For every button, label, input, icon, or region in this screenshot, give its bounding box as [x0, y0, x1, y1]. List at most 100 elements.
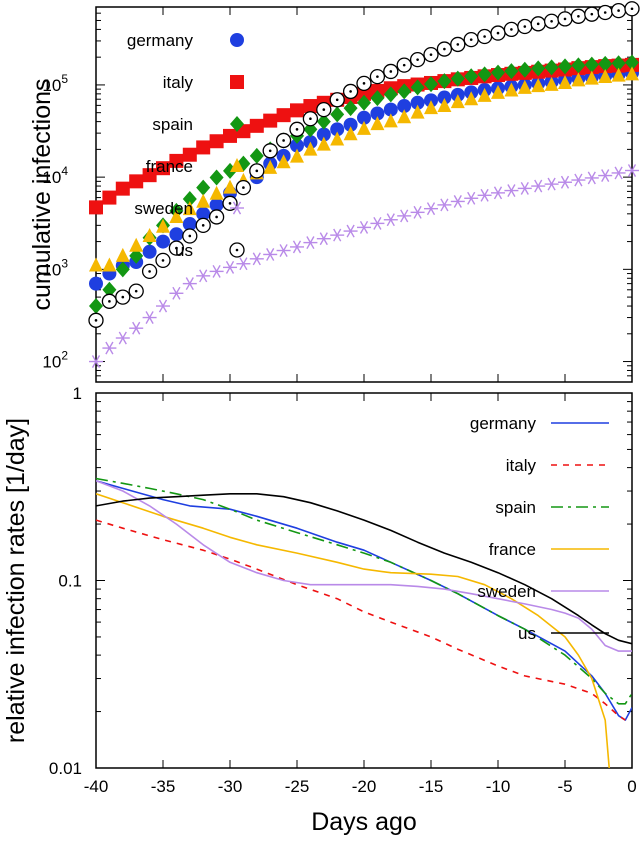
y-axis-label: cumulative infections — [28, 78, 56, 310]
point-spain — [464, 68, 479, 85]
point-sweden — [102, 341, 117, 355]
point-spain — [115, 261, 130, 278]
point-france — [263, 159, 278, 174]
y-tick-label: 1 — [73, 384, 82, 403]
point-us — [396, 57, 412, 73]
point-spain — [249, 147, 264, 164]
point-us — [155, 252, 171, 269]
point-us — [262, 143, 278, 159]
point-france — [102, 257, 117, 272]
point-us — [503, 21, 520, 38]
data-lines — [96, 477, 632, 768]
point-germany — [437, 90, 452, 105]
legend-marker-sweden — [230, 201, 244, 215]
point-us — [101, 293, 118, 309]
point-us — [289, 121, 305, 137]
point-italy — [142, 168, 157, 183]
point-sweden — [424, 202, 438, 216]
point-france — [558, 74, 572, 89]
point-us — [88, 312, 104, 328]
legend-marker-italy — [230, 75, 244, 89]
point-us — [436, 41, 453, 57]
point-france — [316, 136, 331, 151]
point-france — [89, 257, 103, 272]
point-germany — [290, 138, 304, 153]
point-italy — [263, 113, 278, 128]
point-spain — [531, 60, 546, 77]
point-sweden — [330, 228, 345, 242]
point-sweden — [182, 277, 197, 291]
legend-marker-us — [229, 242, 245, 258]
x-tick-label: -30 — [218, 777, 243, 796]
series-us — [88, 1, 640, 328]
point-spain — [424, 76, 438, 93]
point-spain — [182, 190, 197, 207]
line-france — [96, 493, 610, 768]
point-us — [128, 283, 144, 299]
point-italy — [196, 140, 211, 155]
y-tick-exp: 4 — [61, 164, 68, 178]
point-france — [330, 131, 345, 146]
point-us — [584, 6, 600, 22]
point-sweden — [437, 198, 452, 212]
point-italy — [303, 99, 318, 114]
point-spain — [343, 100, 358, 117]
point-france — [491, 84, 505, 99]
point-germany — [182, 217, 197, 232]
legend: germany italy spain france sweden us — [470, 414, 609, 643]
point-sweden — [370, 216, 385, 230]
point-france — [531, 78, 546, 93]
legend-label-spain: spain — [495, 498, 536, 517]
data-points — [88, 1, 640, 368]
point-sweden — [343, 224, 358, 238]
point-sweden — [249, 252, 264, 266]
point-italy — [182, 147, 197, 162]
point-france — [544, 76, 559, 91]
point-spain — [89, 298, 103, 315]
y-tick-base: 10 — [42, 76, 61, 95]
point-us — [222, 195, 238, 211]
y-tick-exp: 3 — [61, 256, 68, 270]
point-france — [611, 67, 626, 82]
point-us — [463, 31, 479, 48]
point-italy — [209, 134, 224, 149]
point-spain — [571, 57, 586, 74]
point-germany — [357, 110, 371, 125]
point-italy — [156, 161, 170, 176]
plot-frame — [95, 392, 633, 769]
point-italy — [169, 153, 184, 168]
point-sweden — [236, 257, 251, 271]
point-france — [182, 201, 197, 216]
point-sweden — [209, 264, 224, 278]
legend-label-germany: germany — [127, 31, 194, 50]
point-germany — [169, 227, 184, 242]
legend: germany italy spain france sweden us — [127, 31, 245, 260]
point-germany — [316, 127, 331, 142]
point-us — [409, 51, 426, 68]
point-france — [571, 72, 586, 87]
point-france — [276, 154, 291, 169]
point-sweden — [263, 248, 278, 261]
point-us — [208, 209, 225, 225]
point-france — [357, 120, 371, 135]
point-sweden — [558, 175, 572, 189]
point-spain — [584, 56, 599, 73]
point-spain — [598, 55, 613, 72]
point-sweden — [303, 236, 318, 250]
point-sweden — [410, 205, 425, 219]
point-us — [570, 8, 587, 24]
point-sweden — [397, 209, 412, 223]
point-spain — [625, 54, 639, 71]
series-france — [89, 66, 639, 272]
point-spain — [316, 113, 331, 130]
point-italy — [357, 86, 371, 101]
y-tick-label: 105 — [42, 72, 68, 95]
point-sweden — [571, 173, 586, 187]
point-germany — [89, 276, 103, 291]
point-germany — [343, 117, 358, 132]
legend-label-italy: italy — [163, 73, 194, 92]
point-spain — [437, 73, 452, 90]
point-france — [477, 87, 492, 102]
point-spain — [129, 247, 144, 264]
point-france — [169, 208, 184, 223]
